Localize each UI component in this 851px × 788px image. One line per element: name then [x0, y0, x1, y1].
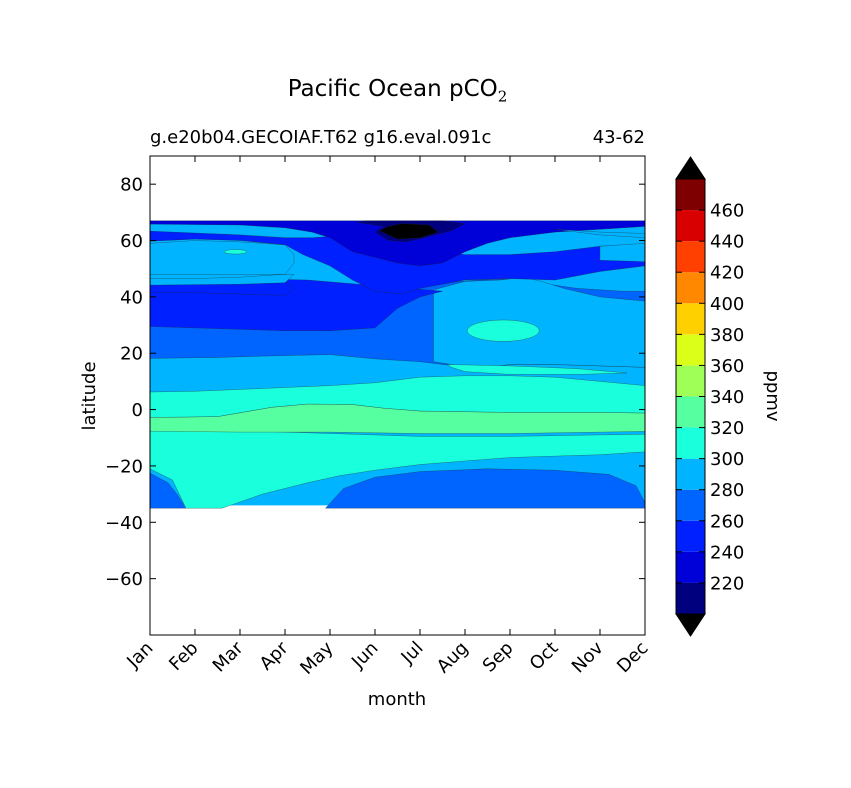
colorbar-segment [676, 303, 705, 335]
island-300-tropic [446, 364, 628, 375]
x-tick-label: Jan [122, 638, 157, 673]
colorbar-tick-label: 260 [710, 511, 744, 532]
y-tick-label: 40 [120, 287, 143, 308]
colorbar-segment [676, 458, 705, 490]
x-tick-label: Mar [209, 637, 248, 676]
colorbar-tick-label: 400 [710, 294, 744, 315]
colorbar-tick-label: 360 [710, 356, 744, 377]
colorbar-segment [676, 179, 705, 211]
x-tick-label: Feb [165, 638, 202, 675]
colorbar-tick-label: 440 [710, 232, 744, 253]
colorbar-tick-label: 280 [710, 480, 744, 501]
island-300-aug [467, 319, 540, 342]
contour-fills [150, 220, 645, 509]
colorbar-extend-high [675, 156, 706, 180]
colorbar-segment [676, 520, 705, 552]
band-300-north [150, 375, 645, 418]
band-300-south [150, 429, 645, 509]
x-tick-label: Aug [433, 638, 473, 678]
x-tick-label: Jun [347, 638, 382, 673]
colorbar-tick-label: 300 [710, 449, 744, 470]
colorbar-tick-label: 380 [710, 325, 744, 346]
y-axis: 80 60 40 20 0 −20 −40 −60 [105, 175, 645, 590]
x-tick-label: Jul [397, 638, 428, 669]
subtitle-left: g.e20b04.GECOIAF.T62 g16.eval.091c [150, 127, 492, 148]
band-260-jan [150, 472, 187, 509]
x-tick-label: Sep [479, 638, 518, 677]
y-tick-label: −40 [105, 513, 143, 534]
colorbar-segment [676, 396, 705, 428]
colorbar-extend-low [675, 613, 706, 637]
colorbar-segment [676, 551, 705, 583]
band-extreme-low [378, 223, 439, 240]
x-tick-label: Oct [526, 638, 563, 675]
colorbar-tick-label: 220 [710, 573, 744, 594]
colorbar-segment [676, 365, 705, 397]
colorbar-tick-label: 320 [710, 418, 744, 439]
colorbar-segment [676, 272, 705, 304]
colorbar-tick-label: 460 [710, 201, 744, 222]
band-280-west [150, 240, 295, 286]
patch-280-ne2 [599, 243, 645, 262]
y-tick-label: −60 [105, 569, 143, 590]
colorbar-segment [676, 241, 705, 273]
colorbar-segment [676, 582, 705, 614]
y-tick-label: 60 [120, 231, 143, 252]
colorbar-segment [676, 210, 705, 242]
subtitle-right: 43-62 [592, 127, 645, 148]
patch-280-ne1 [554, 229, 645, 238]
y-tick-label: −20 [105, 456, 143, 477]
chart-title: Pacific Ocean pCO2 [287, 76, 508, 106]
colorbar-tick-label: 240 [710, 542, 744, 563]
y-tick-label: 20 [120, 344, 143, 365]
x-tick-label: Dec [613, 638, 652, 677]
island-300-feb [224, 249, 247, 255]
y-tick-label: 0 [132, 400, 143, 421]
band-260-south [324, 468, 645, 509]
x-axis-label: month [368, 689, 426, 710]
band-280-lobe [433, 276, 645, 369]
x-tick-label: Nov [568, 637, 608, 677]
y-axis-label: latitude [79, 361, 100, 430]
band-240-north [150, 277, 443, 331]
colorbar-segment [676, 489, 705, 521]
colorbar-label: ppmv [762, 370, 783, 421]
x-tick-label: May [296, 637, 337, 678]
colorbar-tick-label: 340 [710, 387, 744, 408]
band-220-cap [150, 220, 645, 267]
colorbar: 220 240 260 280 300 320 340 360 380 400 420 440 460 [675, 156, 744, 637]
colorbar-segment [676, 334, 705, 366]
plot-frame [149, 155, 646, 636]
x-tick-label: Apr [256, 637, 293, 674]
colorbar-tick-label: 420 [710, 263, 744, 284]
y-tick-label: 80 [120, 175, 143, 196]
colorbar-segment [676, 427, 705, 459]
